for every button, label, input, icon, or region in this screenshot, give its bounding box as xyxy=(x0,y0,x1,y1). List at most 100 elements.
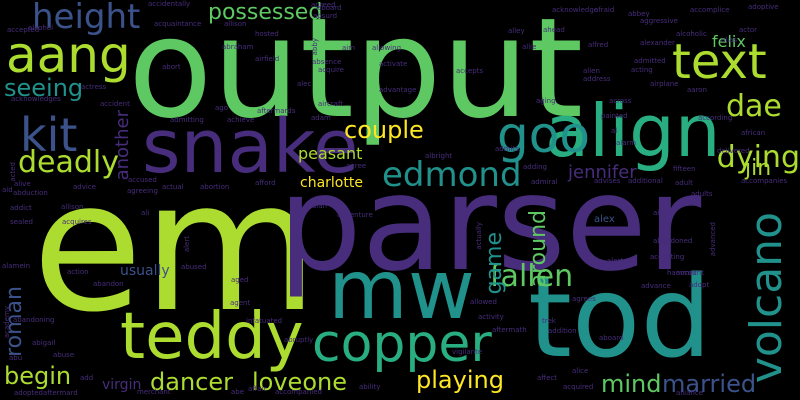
cloud-word: aboard xyxy=(599,334,624,342)
cloud-word: account xyxy=(676,269,704,277)
cloud-word: infatuated xyxy=(246,317,283,325)
cloud-word: abandon xyxy=(93,280,124,288)
cloud-word: airplane xyxy=(650,80,679,88)
cloud-word: playing xyxy=(416,366,504,394)
cloud-word: accident xyxy=(100,100,130,108)
cloud-word: aim xyxy=(342,44,356,52)
cloud-word: advice xyxy=(73,183,96,191)
cloud-word: adam xyxy=(311,114,331,122)
cloud-word: virgin xyxy=(102,377,142,393)
cloud-word: dancer xyxy=(150,368,233,396)
cloud-word: aftermards xyxy=(257,107,296,115)
cloud-word: jennifer xyxy=(568,162,637,183)
cloud-word: adoptedaftermard xyxy=(14,389,78,397)
cloud-word: address xyxy=(583,75,611,83)
cloud-word: absurd xyxy=(313,12,338,20)
cloud-word: around xyxy=(526,210,551,288)
cloud-word: addict xyxy=(10,204,32,212)
cloud-word: adoptive xyxy=(748,3,779,11)
cloud-word: academy xyxy=(3,306,11,339)
cloud-word: afraid xyxy=(594,6,615,14)
cloud-word: felix xyxy=(712,32,746,51)
cloud-word: sealed xyxy=(10,218,33,226)
cloud-word: alien xyxy=(583,67,600,75)
cloud-word: admiral xyxy=(531,178,558,186)
cloud-word: adventure xyxy=(337,211,373,219)
cloud-word: aged xyxy=(231,276,249,284)
cloud-word: allie xyxy=(522,43,537,51)
cloud-word: abby xyxy=(311,38,319,56)
cloud-word: mind xyxy=(601,370,662,398)
cloud-word: acquires xyxy=(62,218,92,226)
cloud-word: couple xyxy=(344,116,424,144)
cloud-word: abandoning xyxy=(13,316,55,324)
cloud-word: allowed xyxy=(470,298,497,306)
cloud-word: advantage xyxy=(379,86,417,94)
cloud-word: loveone xyxy=(252,368,347,396)
cloud-word: alcohol xyxy=(28,24,54,32)
cloud-word: goo xyxy=(497,106,590,164)
cloud-word: aging xyxy=(536,97,556,105)
cloud-word: abduction xyxy=(13,189,48,197)
cloud-word: affair xyxy=(248,385,267,393)
cloud-word: aaron xyxy=(687,86,708,94)
cloud-word: adult xyxy=(675,179,693,187)
cloud-word: vigilante xyxy=(452,348,483,356)
cloud-word: deadly xyxy=(18,145,120,180)
cloud-word: game xyxy=(482,232,507,295)
cloud-word: advises xyxy=(594,177,621,185)
cloud-word: accepted xyxy=(7,26,40,34)
cloud-word: action xyxy=(67,268,89,276)
cloud-word: aang xyxy=(6,26,131,84)
cloud-word: aggressive xyxy=(640,17,678,25)
cloud-word: mw xyxy=(328,243,475,338)
cloud-word: hosted xyxy=(255,30,279,38)
cloud-word: alerted xyxy=(607,257,632,265)
cloud-word: actual xyxy=(162,183,184,191)
cloud-word: affect xyxy=(537,374,558,382)
cloud-word: align xyxy=(545,89,721,173)
cloud-word: actor xyxy=(739,26,758,34)
cloud-word: begin xyxy=(4,362,72,390)
cloud-word: merchant xyxy=(137,388,171,396)
cloud-word: afford xyxy=(255,179,276,187)
cloud-word: alarm xyxy=(616,139,637,147)
cloud-word: accompanied xyxy=(275,388,322,396)
cloud-word: agree xyxy=(346,162,367,170)
cloud-word: fallen xyxy=(490,259,574,294)
cloud-word: text xyxy=(672,34,767,90)
cloud-word: kit xyxy=(20,108,78,162)
cloud-word: aboard xyxy=(317,4,342,12)
cloud-word: adding xyxy=(523,163,548,171)
cloud-word: abuse xyxy=(53,351,75,359)
cloud-word: alex xyxy=(594,214,615,225)
cloud-word: abu xyxy=(9,354,23,362)
cloud-word: abortion xyxy=(200,183,230,191)
cloud-word: actress xyxy=(81,83,107,91)
cloud-word: accepting xyxy=(650,253,685,261)
cloud-word: alcoholic xyxy=(676,30,707,38)
cloud-word: allowing xyxy=(372,44,402,52)
cloud-word: admitted xyxy=(634,57,666,65)
cloud-word: alexander xyxy=(640,39,675,47)
cloud-word: accompanies xyxy=(741,177,788,185)
cloud-word: alliance xyxy=(676,389,704,397)
cloud-word: acknowledge xyxy=(552,6,599,14)
cloud-word: ago xyxy=(215,104,229,112)
cloud-word: accidentally xyxy=(148,0,191,8)
cloud-word: al xyxy=(611,127,618,135)
cloud-word: agent xyxy=(230,299,251,307)
cloud-word: delivered xyxy=(717,147,750,155)
cloud-word: aftermath xyxy=(492,326,527,334)
cloud-word: married xyxy=(662,370,757,398)
cloud-word: alamein xyxy=(2,262,31,270)
cloud-word: allison xyxy=(61,203,84,211)
cloud-word: alec xyxy=(297,80,312,88)
cloud-word: abort xyxy=(162,63,181,71)
cloud-word: according xyxy=(698,114,733,122)
cloud-word: painted xyxy=(601,112,628,120)
cloud-word: tod xyxy=(528,253,712,383)
cloud-word: albright xyxy=(425,152,453,160)
cloud-word: acknowledges xyxy=(11,95,61,103)
cloud-word: alert xyxy=(183,236,191,253)
